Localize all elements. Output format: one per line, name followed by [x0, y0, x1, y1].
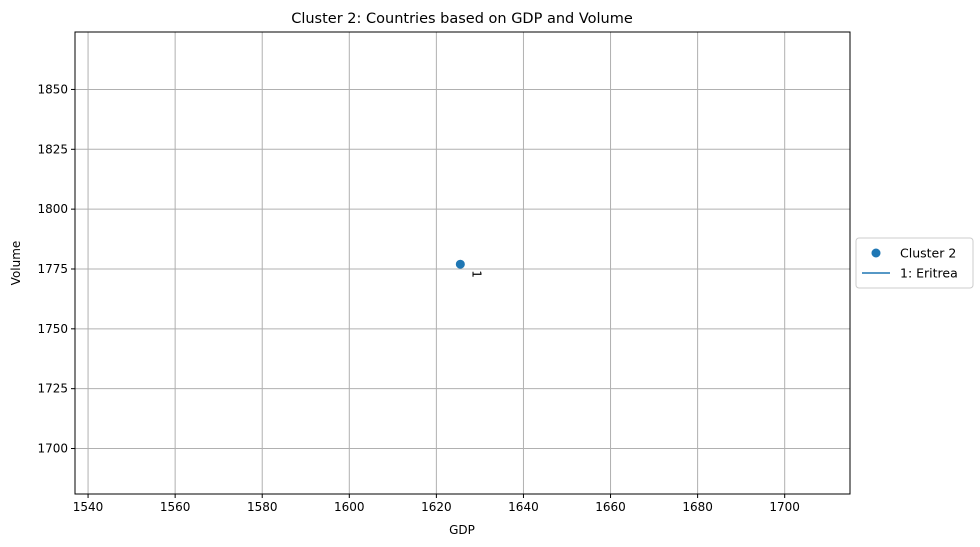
plot-area	[74, 31, 851, 495]
legend: Cluster 2 1: Eritrea	[855, 237, 974, 289]
point-annotation: 1	[469, 270, 483, 278]
x-tick-label: 1660	[595, 500, 626, 514]
data-point	[455, 259, 465, 269]
x-axis: 1540 1560 1580 1600 1620 1640 1660 1680 1700	[73, 494, 800, 514]
x-tick-label: 1600	[334, 500, 365, 514]
y-tick-label: 1725	[37, 382, 68, 396]
y-axis-title: Volume	[9, 241, 23, 286]
chart-title: Cluster 2: Countries based on GDP and Vo…	[291, 11, 633, 27]
x-axis-title: GDP	[449, 523, 475, 537]
y-tick-label: 1700	[37, 442, 68, 456]
x-tick-label: 1640	[508, 500, 539, 514]
legend-label-eritrea: 1: Eritrea	[900, 266, 958, 281]
x-tick-label: 1700	[769, 500, 800, 514]
y-tick-label: 1800	[37, 202, 68, 216]
x-tick-label: 1680	[682, 500, 713, 514]
legend-box	[855, 237, 974, 289]
x-tick-label: 1540	[73, 500, 104, 514]
y-tick-label: 1850	[37, 82, 68, 96]
grid	[75, 32, 850, 494]
x-tick-label: 1560	[160, 500, 191, 514]
data-points: 1	[455, 259, 483, 278]
legend-marker-cluster-2	[871, 248, 881, 258]
x-tick-label: 1620	[421, 500, 452, 514]
y-tick-label: 1775	[37, 262, 68, 276]
y-axis: 1700 1725 1750 1775 1800 1825 1850	[37, 82, 75, 456]
x-tick-label: 1580	[247, 500, 278, 514]
y-tick-label: 1825	[37, 142, 68, 156]
y-tick-label: 1750	[37, 322, 68, 336]
legend-label-cluster-2: Cluster 2	[900, 246, 956, 261]
